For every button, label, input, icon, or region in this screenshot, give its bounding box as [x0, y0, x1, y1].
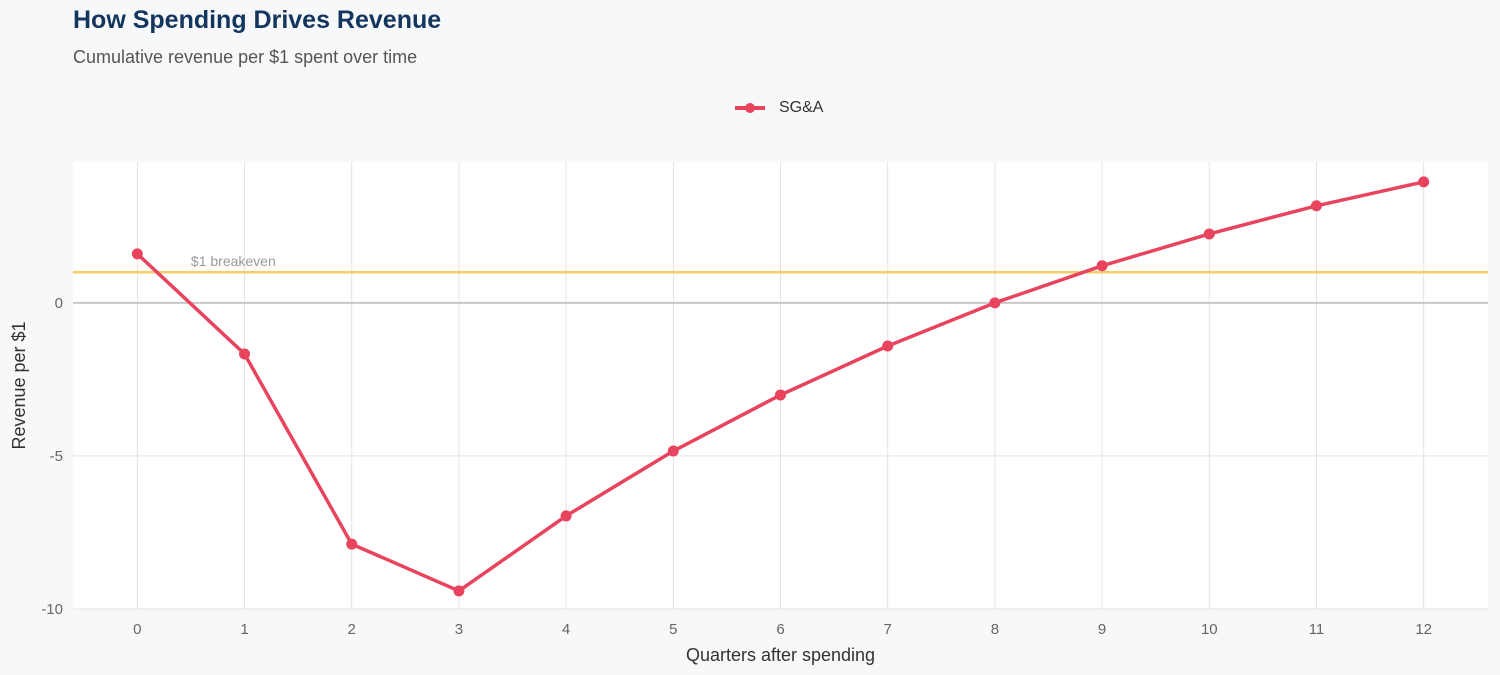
- x-tick-label: 12: [1415, 621, 1432, 638]
- legend-marker-icon: [735, 103, 765, 113]
- x-tick-label: 5: [669, 621, 677, 638]
- data-point: [667, 445, 679, 457]
- y-tick-label: 0: [55, 295, 63, 312]
- breakeven-label: $1 breakeven: [191, 253, 276, 269]
- y-axis-title: Revenue per $1: [9, 321, 29, 449]
- data-point: [882, 340, 894, 352]
- data-point: [1310, 200, 1322, 212]
- y-tick-label: -5: [50, 448, 63, 465]
- data-point: [775, 389, 786, 401]
- chart-title: How Spending Drives Revenue: [73, 6, 442, 34]
- x-tick-label: 11: [1309, 621, 1325, 638]
- legend-label: SG&A: [779, 99, 824, 116]
- data-point: [1203, 228, 1215, 240]
- data-point: [989, 297, 1001, 309]
- y-tick-label: -10: [41, 601, 63, 618]
- data-point: [1418, 176, 1430, 188]
- data-point: [453, 585, 465, 597]
- x-tick-label: 7: [884, 621, 892, 638]
- data-point: [346, 538, 358, 550]
- x-tick-label: 2: [348, 621, 356, 638]
- x-tick-label: 6: [776, 621, 784, 638]
- x-tick-label: 9: [1098, 621, 1106, 638]
- chart-subtitle: Cumulative revenue per $1 spent over tim…: [73, 47, 418, 67]
- data-point: [1096, 260, 1108, 272]
- x-tick-label: 1: [240, 621, 248, 638]
- data-point: [560, 510, 572, 522]
- x-tick-label: 8: [991, 621, 999, 638]
- data-point: [239, 348, 251, 360]
- x-tick-label: 4: [562, 621, 570, 638]
- x-tick-label: 10: [1201, 621, 1218, 638]
- legend: SG&A: [735, 99, 823, 117]
- data-point: [131, 248, 143, 260]
- x-axis-title: Quarters after spending: [686, 645, 875, 665]
- x-tick-label: 3: [455, 621, 463, 638]
- x-tick-label: 0: [133, 621, 141, 638]
